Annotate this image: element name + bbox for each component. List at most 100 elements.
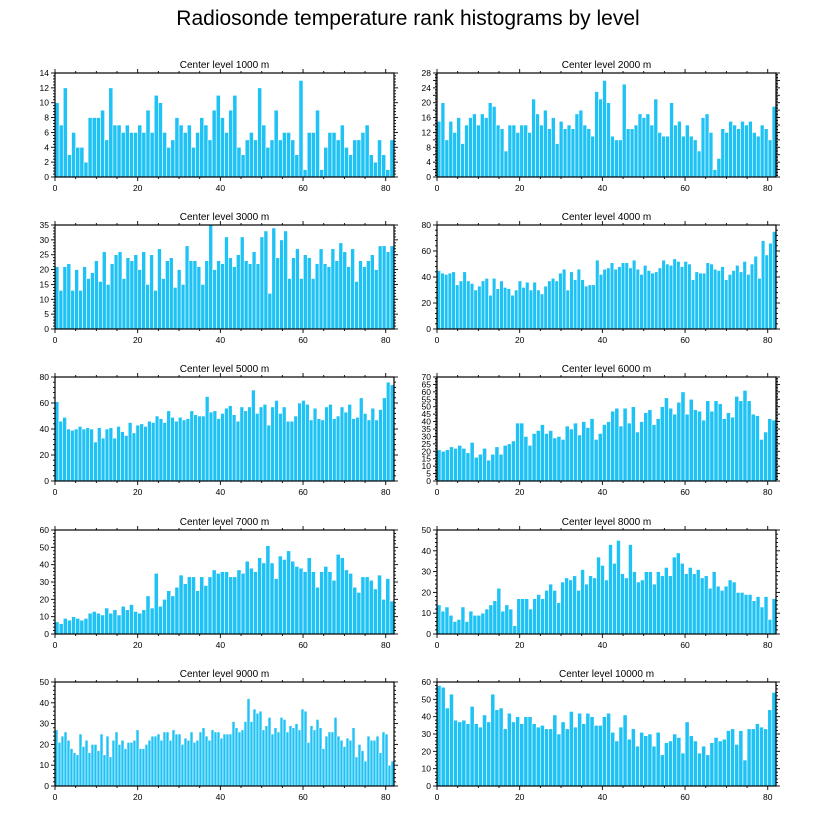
histogram-bar xyxy=(618,726,624,787)
histogram-bar xyxy=(378,409,383,482)
histogram-bar xyxy=(448,120,454,178)
histogram-bar xyxy=(377,139,382,178)
histogram-bar xyxy=(141,748,146,787)
histogram-bar xyxy=(661,259,666,330)
histogram-bar xyxy=(736,128,741,178)
histogram-bar xyxy=(348,573,353,635)
histogram-bar xyxy=(683,573,689,635)
histogram-bar xyxy=(461,448,467,482)
histogram-bar xyxy=(314,263,320,330)
histogram-bar xyxy=(384,733,389,787)
y-tick-label: 25 xyxy=(422,439,432,449)
histogram-bar xyxy=(484,277,489,330)
histogram-bar xyxy=(224,571,229,635)
histogram-bar xyxy=(320,419,325,482)
histogram-panel-4: Center level 4000 m 0 20 40 60 80 0 20 40 60 80 xyxy=(422,212,780,345)
y-tick-label: 40 xyxy=(422,712,432,722)
histogram-bar xyxy=(562,128,568,178)
histogram-bar xyxy=(596,556,601,635)
histogram-bar xyxy=(203,585,209,635)
histogram-bar xyxy=(584,285,589,330)
y-tick-label: 80 xyxy=(422,220,432,230)
histogram-bar xyxy=(144,744,149,787)
histogram-bar xyxy=(112,437,117,482)
histogram-bar xyxy=(655,418,661,482)
panel-title: Center level 3000 m xyxy=(180,212,270,223)
histogram-bar xyxy=(506,443,512,482)
histogram-bar xyxy=(235,420,241,482)
histogram-panel-9: Center level 9000 m 0 10 20 30 40 50 0 20 40 60 80 xyxy=(40,669,398,802)
histogram-bar xyxy=(589,418,595,482)
histogram-bar xyxy=(665,135,670,178)
y-tick-label: 0 xyxy=(44,629,49,639)
histogram-bar xyxy=(368,154,374,178)
histogram-bar xyxy=(338,242,344,330)
histogram-bar xyxy=(57,742,62,787)
histogram-bar xyxy=(520,598,526,635)
histogram-bar xyxy=(153,735,158,787)
histogram-bar xyxy=(604,579,609,635)
histogram-panel-1: Center level 1000 m 0 2 4 6 8 10 12 14 0 20 40 60 80 xyxy=(40,60,398,193)
x-tick-label: 60 xyxy=(298,183,308,193)
histogram-bar xyxy=(170,416,175,482)
y-tick-label: 8 xyxy=(426,142,431,152)
histogram-bar xyxy=(759,726,764,787)
histogram-bar xyxy=(93,441,98,482)
panel-title: Center level 7000 m xyxy=(180,517,270,528)
histogram-bar xyxy=(468,610,474,635)
histogram-bar xyxy=(614,139,619,178)
histogram-bar xyxy=(315,719,320,787)
histogram-bar xyxy=(531,723,537,787)
histogram-bar xyxy=(231,414,237,482)
histogram-bar xyxy=(174,733,179,787)
histogram-bar xyxy=(760,240,766,330)
histogram-bar xyxy=(701,745,707,787)
histogram-bar xyxy=(747,594,753,635)
x-tick-label: 60 xyxy=(298,640,308,650)
histogram-bar xyxy=(105,735,110,787)
histogram-bar xyxy=(180,284,186,330)
histogram-bar xyxy=(465,452,471,482)
histogram-bar xyxy=(279,239,284,330)
histogram-bar xyxy=(713,737,719,787)
histogram-bar xyxy=(506,712,512,787)
histogram-bar xyxy=(704,113,710,178)
y-tick-label: 10 xyxy=(422,764,432,774)
histogram-bar xyxy=(699,577,705,635)
histogram-bar xyxy=(207,139,213,178)
histogram-bar xyxy=(232,266,237,330)
y-tick-label: 0 xyxy=(426,629,431,639)
histogram-bar xyxy=(266,424,272,482)
histogram-bar xyxy=(602,424,607,482)
histogram-bar xyxy=(580,569,585,635)
histogram-bar xyxy=(312,729,317,787)
histogram-bar xyxy=(149,607,155,635)
histogram-bar xyxy=(576,268,582,330)
histogram-bar xyxy=(127,422,133,482)
histogram-bar xyxy=(664,567,669,635)
histogram-bar xyxy=(133,132,138,178)
histogram-bar xyxy=(306,132,312,178)
y-tick-label: 0 xyxy=(44,781,49,791)
histogram-bar xyxy=(286,550,291,635)
histogram-bar xyxy=(354,756,359,787)
histogram-bar xyxy=(87,117,93,178)
histogram-bar xyxy=(462,271,467,330)
histogram-bar xyxy=(63,731,68,787)
histogram-bar xyxy=(330,248,336,330)
panel-title: Center level 6000 m xyxy=(562,364,652,375)
histogram-bar xyxy=(331,132,337,178)
x-tick-label: 20 xyxy=(133,640,143,650)
histogram-bar xyxy=(676,401,682,482)
histogram-bar xyxy=(532,598,538,635)
histogram-bar xyxy=(288,725,293,787)
x-tick-label: 0 xyxy=(435,640,440,650)
histogram-bar xyxy=(277,555,283,635)
histogram-bar xyxy=(100,109,105,178)
histogram-bar xyxy=(759,606,765,635)
histogram-bar xyxy=(767,139,773,178)
histogram-bar xyxy=(138,748,143,787)
histogram-bar xyxy=(657,132,662,178)
histogram-bar xyxy=(285,420,291,482)
histogram-bar xyxy=(719,590,725,635)
